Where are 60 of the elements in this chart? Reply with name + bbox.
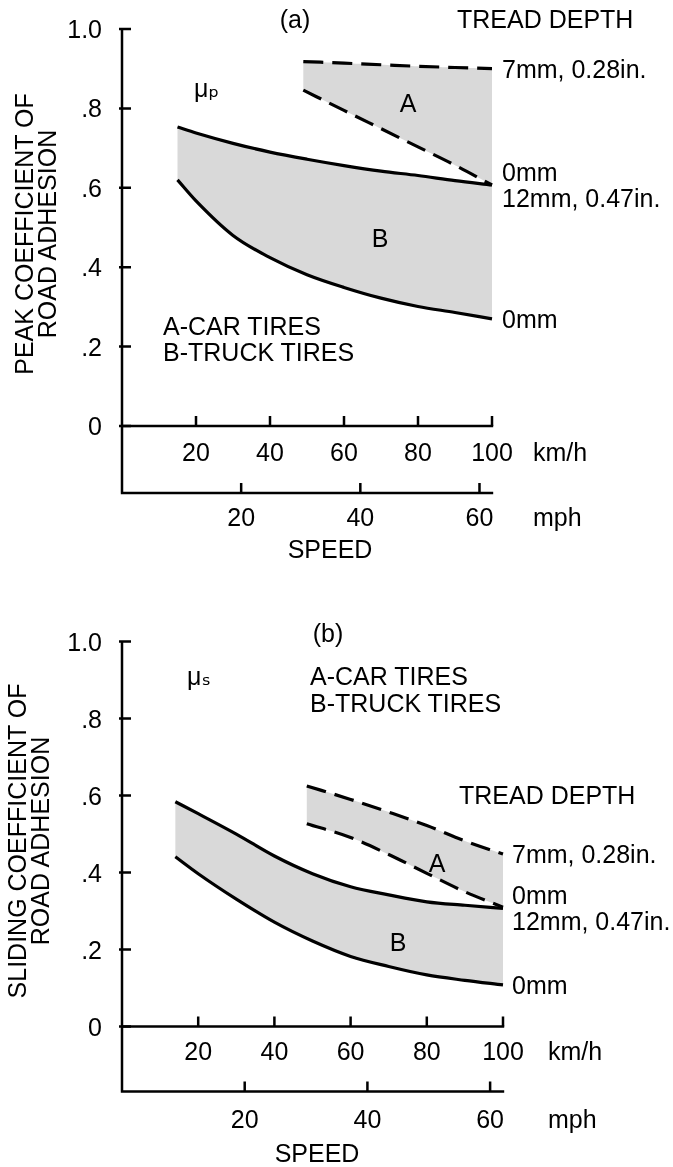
series-label: 12mm, 0.47in. xyxy=(512,906,671,935)
line-series xyxy=(301,59,494,71)
y-tick-label: 1.0 xyxy=(67,15,102,43)
x-tick-label: 80 xyxy=(404,438,432,466)
x-axis-title: km/h xyxy=(548,1036,603,1065)
chart-title: (b) xyxy=(312,619,344,647)
annotation: B xyxy=(371,224,389,252)
x2-tick-label: 40 xyxy=(353,1104,382,1133)
series-label: 0mm xyxy=(512,880,568,909)
x2-tick-label: 60 xyxy=(465,503,494,531)
annotation: μₛ xyxy=(187,662,211,690)
legend-title: TREAD DEPTH xyxy=(457,5,634,33)
x-tick-label: 60 xyxy=(330,438,358,466)
x2-tick-label: 60 xyxy=(476,1104,505,1133)
annotation: A xyxy=(399,89,417,117)
annotation: A-CAR TIRES xyxy=(163,312,321,340)
y-tick-label: .2 xyxy=(81,935,102,964)
x2-axis-title: mph xyxy=(548,1104,597,1133)
annotation: A-CAR TIRES xyxy=(310,662,468,690)
x-tick-label: 40 xyxy=(256,438,284,466)
chart-title: (a) xyxy=(279,5,311,33)
legend-title: TREAD DEPTH xyxy=(459,781,636,809)
annotation: A xyxy=(428,849,446,877)
x-tick-label: 20 xyxy=(182,438,210,466)
x2-tick-label: 20 xyxy=(230,1104,259,1133)
x-tick-label: 100 xyxy=(482,1036,524,1065)
y-axis-title: SLIDING COEFFICIENT OF ROAD ADHESION xyxy=(2,682,54,1000)
y-tick-label: 1.0 xyxy=(67,627,102,656)
series-label: 7mm, 0.28in. xyxy=(502,54,647,83)
y-tick-label: .6 xyxy=(81,173,102,202)
x-tick-label: 100 xyxy=(471,438,513,466)
x-tick-label: 40 xyxy=(260,1036,289,1065)
y-tick-label: .2 xyxy=(81,332,102,361)
x2-tick-label: 20 xyxy=(227,503,256,531)
y-tick-label: 0 xyxy=(88,412,102,440)
series-label: 12mm, 0.47in. xyxy=(502,184,661,213)
y-tick-label: .4 xyxy=(81,858,103,887)
text: SPEED xyxy=(274,1139,360,1167)
series-label: 7mm, 0.28in. xyxy=(512,840,657,869)
annotation: B-TRUCK TIRES xyxy=(310,689,502,717)
y-tick-label: .4 xyxy=(81,253,103,282)
x-tick-label: 20 xyxy=(184,1036,213,1065)
x-tick-label: 60 xyxy=(336,1036,365,1065)
x-axis-title: km/h xyxy=(533,438,588,466)
y-tick-label: .8 xyxy=(81,704,102,733)
line-series xyxy=(173,855,505,987)
x2-tick-label: 40 xyxy=(346,503,375,531)
annotation: μₚ xyxy=(194,74,220,102)
y-axis-title: PEAK COEFFICIENT OF ROAD ADHESION xyxy=(9,92,61,377)
y-tick-label: .8 xyxy=(81,94,102,123)
series-label: 0mm xyxy=(502,304,558,333)
series-label: 0mm xyxy=(512,970,568,999)
y-tick-label: .6 xyxy=(81,781,102,810)
text: SPEED xyxy=(287,535,373,563)
x-tick-label: 80 xyxy=(412,1036,441,1065)
annotation: B-TRUCK TIRES xyxy=(163,338,355,366)
x2-axis-title: mph xyxy=(533,503,582,531)
annotation: B xyxy=(389,928,407,956)
series-label: 0mm xyxy=(502,158,558,187)
y-tick-label: 0 xyxy=(88,1012,102,1041)
